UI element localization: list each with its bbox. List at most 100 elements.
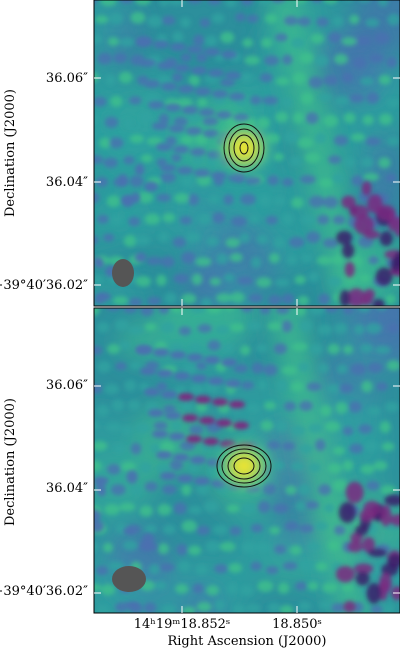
speckle [206, 236, 219, 247]
ytick-label: 36.06″ [46, 378, 88, 393]
speckle [189, 425, 204, 435]
speckle [315, 561, 328, 572]
speckle [122, 540, 138, 551]
speckle [248, 293, 263, 303]
speckle [212, 211, 225, 224]
edge-noise [144, 181, 159, 192]
speckle [118, 71, 133, 84]
speckle [180, 399, 193, 411]
speckle [246, 604, 261, 613]
speckle [186, 112, 202, 124]
edge-noise [384, 494, 400, 506]
speckle [171, 308, 183, 313]
speckle [360, 77, 374, 86]
speckle [336, 364, 348, 375]
stripe-blob [140, 59, 156, 67]
speckle [104, 383, 120, 395]
contour-level-3 [227, 452, 261, 480]
speckle [94, 583, 102, 592]
speckle [102, 542, 114, 553]
speckle [328, 540, 340, 551]
speckle [283, 15, 299, 26]
speckle [94, 15, 109, 24]
speckle [367, 406, 381, 416]
edge-noise [355, 571, 370, 586]
speckle [179, 216, 192, 225]
speckle [265, 215, 278, 225]
speckle [188, 74, 200, 87]
stripe-blob [169, 432, 185, 441]
speckle [273, 152, 285, 162]
speckle [128, 297, 143, 306]
speckle [258, 194, 271, 207]
speckle [328, 155, 342, 164]
speckle [297, 16, 311, 27]
speckle [360, 464, 375, 475]
speckle [341, 72, 354, 83]
speckle [299, 524, 314, 533]
edge-noise [379, 231, 393, 246]
speckle [281, 320, 293, 333]
speckle [308, 195, 325, 208]
edge-noise [368, 548, 387, 558]
ytick-label: +39°40′36.02″ [0, 584, 88, 599]
stripe-blob [153, 348, 169, 357]
speckle [267, 602, 281, 613]
speckle [292, 342, 308, 352]
speckle [100, 0, 117, 7]
edge-noise [375, 267, 393, 286]
speckle [216, 253, 229, 265]
speckle [323, 196, 339, 209]
speckle [374, 32, 390, 44]
panel-bottom-frame [93, 307, 400, 614]
speckle [134, 235, 151, 246]
speckle [256, 277, 272, 288]
speckle [229, 252, 243, 263]
speckle [299, 559, 314, 572]
speckle [144, 322, 157, 332]
speckle [361, 157, 374, 168]
speckle [212, 524, 228, 535]
stripe-blob [194, 477, 210, 485]
speckle [334, 53, 349, 65]
edge-noise [379, 572, 392, 593]
speckle [123, 235, 137, 247]
edge-noise [336, 230, 353, 245]
edge-noise [345, 481, 364, 504]
speckle [276, 379, 288, 392]
speckle [123, 308, 138, 313]
stripe-blob [203, 437, 219, 446]
speckle [171, 153, 182, 163]
speckle [94, 35, 103, 44]
speckle [180, 53, 192, 62]
speckle [332, 479, 349, 492]
speckle [266, 440, 281, 450]
speckle [207, 340, 221, 351]
speckle [324, 308, 339, 313]
speckle [104, 116, 119, 128]
edge-noise [134, 252, 147, 263]
speckle [262, 483, 276, 495]
stripe-blob [177, 474, 193, 483]
speckle [299, 320, 313, 332]
speckle [362, 114, 374, 126]
speckle [317, 363, 330, 373]
speckle [174, 192, 190, 204]
speckle [352, 601, 364, 613]
speckle [97, 214, 109, 224]
speckle [160, 256, 175, 268]
speckle [267, 175, 279, 186]
speckle [379, 113, 393, 125]
speckle [197, 324, 212, 333]
speckle [349, 14, 360, 25]
speckle [306, 231, 321, 244]
speckle [213, 95, 226, 105]
speckle [386, 360, 400, 371]
speckle [179, 440, 196, 451]
speckle [343, 112, 356, 124]
speckle [259, 308, 271, 315]
stripe-blob [178, 393, 194, 401]
speckle [158, 231, 169, 243]
edge-noise [390, 256, 400, 272]
speckle [323, 75, 339, 86]
